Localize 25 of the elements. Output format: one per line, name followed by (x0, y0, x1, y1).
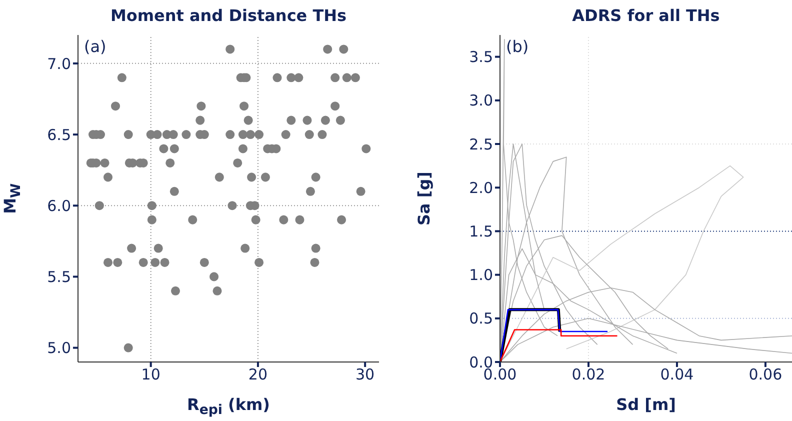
y-tick-label: 3.0 (469, 92, 493, 110)
annotation: (b) (506, 37, 529, 56)
y-tick-label: 1.0 (469, 266, 493, 284)
y-tick-label: 2.0 (469, 178, 493, 197)
y-tick-label: 6.0 (47, 196, 71, 215)
y-axis-title: Sa [g] (414, 172, 434, 226)
x-axis-title: Sd [m] (615, 395, 677, 414)
annotation: (a) (84, 37, 106, 56)
x-axis-title: R$_{epi}$ (km) (186, 395, 271, 418)
y-tick-label: 3.5 (469, 48, 493, 66)
y-tick-label: 5.5 (47, 268, 71, 286)
x-tick-label: 30 (356, 366, 375, 384)
x-tick-label: 0.06 (748, 366, 782, 384)
y-tick-label: 2.5 (469, 135, 493, 154)
x-tick-label: 20 (248, 366, 268, 384)
y-tick-label: 7.0 (47, 54, 71, 73)
chart-title: ADRS for all THs (571, 6, 721, 25)
x-tick-label: 0.02 (572, 366, 606, 384)
x-tick-label: 10 (141, 366, 160, 384)
y-tick-label: 1.5 (469, 222, 493, 241)
y-tick-label: 6.5 (47, 126, 71, 144)
chart-title: Moment and Distance THs (109, 6, 348, 25)
x-tick-label: 0.04 (660, 366, 694, 384)
y-tick-label: 0.5 (469, 310, 493, 328)
y-tick-label: 5.0 (47, 339, 71, 358)
